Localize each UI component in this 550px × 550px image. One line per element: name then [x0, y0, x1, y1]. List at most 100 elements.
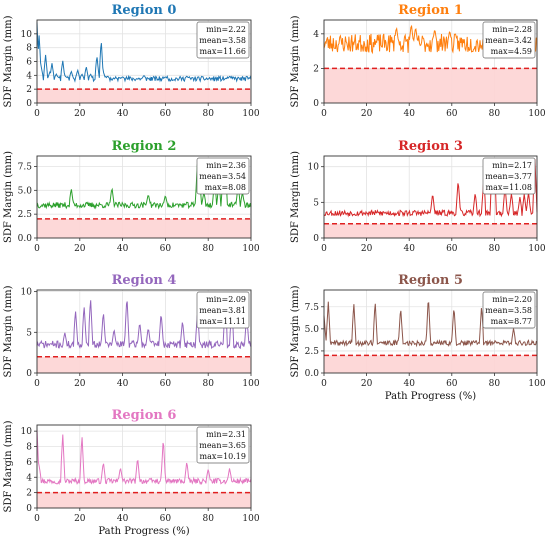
y-tick-label: 7.5: [18, 162, 33, 172]
x-tick-label: 80: [489, 244, 501, 254]
x-tick-label: 100: [242, 244, 259, 254]
stats-box: [482, 291, 536, 329]
x-tick-label: 0: [34, 109, 40, 119]
stats-max: max=11.66: [200, 47, 246, 56]
stats-min: min=2.36: [206, 161, 246, 170]
panel-4: Region 4 0 20 40 60 80 100 0 5 10 SDF Margin (mm) m…: [3, 273, 260, 389]
y-tick-label: 8: [26, 44, 32, 54]
stats-box: [482, 157, 536, 195]
x-axis-label: Path Progress (%): [98, 526, 189, 537]
stats-max: max=8.08: [205, 183, 246, 192]
y-axis-label: SDF Margin (mm): [290, 151, 301, 243]
x-tick-label: 0: [34, 244, 40, 254]
y-tick-label: 10: [308, 163, 320, 173]
y-tick-label: 5: [26, 328, 32, 338]
stats-min: min=2.17: [492, 161, 532, 170]
y-axis-label: SDF Margin (mm): [290, 15, 301, 107]
stats-box: [196, 426, 250, 464]
y-tick-label: 5.0: [305, 325, 320, 335]
x-tick-label: 20: [361, 244, 373, 254]
y-tick-label: 0: [26, 504, 32, 514]
x-tick-label: 80: [202, 244, 214, 254]
x-tick-label: 80: [489, 109, 501, 119]
x-tick-label: 40: [403, 244, 415, 254]
panel-3: Region 3 0 20 40 60 80 100 0 5 10 SDF Margin (mm) m…: [290, 139, 546, 254]
panel-title: Region 5: [398, 273, 463, 288]
series-line: [323, 301, 538, 348]
y-tick-label: 5: [313, 198, 319, 208]
y-tick-label: 10: [21, 427, 33, 437]
danger-zone: [324, 68, 537, 103]
panel-2: Region 2 0 20 40 60 80 100 0.0 2.5 5.0 7.5 SDF Marg…: [3, 139, 260, 254]
stats-mean: mean=3.81: [199, 306, 246, 315]
danger-zone: [324, 355, 537, 373]
axes-frame: [36, 155, 252, 239]
stats-mean: mean=3.65: [199, 441, 246, 450]
danger-zone: [37, 89, 251, 103]
x-tick-label: 60: [160, 109, 172, 119]
axes-frame: [323, 19, 538, 104]
stats-box: [482, 21, 536, 59]
x-tick-label: 100: [528, 379, 545, 389]
y-tick-label: 4: [313, 30, 319, 40]
x-tick-label: 20: [74, 109, 86, 119]
stats-min: min=2.20: [492, 295, 532, 304]
danger-zone: [37, 356, 251, 373]
y-tick-label: 0.0: [305, 369, 320, 379]
series-line: [323, 159, 538, 218]
axes-frame: [323, 155, 538, 239]
y-tick-label: 6: [26, 458, 32, 468]
stats-box: [196, 21, 250, 59]
y-tick-label: 0.0: [18, 234, 33, 244]
y-tick-label: 7.5: [305, 303, 320, 313]
x-tick-label: 0: [321, 244, 327, 254]
x-tick-label: 20: [74, 514, 86, 524]
y-axis-label: SDF Margin (mm): [3, 285, 14, 377]
axes-frame: [36, 424, 252, 509]
stats-min: min=2.22: [206, 25, 246, 34]
x-tick-label: 60: [160, 379, 172, 389]
y-tick-label: 10: [21, 288, 33, 298]
x-tick-label: 60: [160, 244, 172, 254]
x-tick-label: 20: [361, 109, 373, 119]
panel-5: Region 5 0 20 40 60 80 100 0.0 2.5 5.0 7.5 SDF Marg…: [290, 273, 546, 402]
y-axis-label: SDF Margin (mm): [3, 420, 14, 512]
x-tick-label: 20: [74, 379, 86, 389]
x-tick-label: 40: [403, 379, 415, 389]
x-tick-label: 40: [117, 244, 129, 254]
stats-max: max=11.11: [200, 317, 246, 326]
stats-mean: mean=3.58: [485, 306, 532, 315]
axes-frame: [323, 289, 538, 374]
panel-title: Region 6: [112, 408, 177, 423]
x-tick-label: 40: [117, 514, 129, 524]
panel-1: Region 1 0 20 40 60 80 100 0 2 4 SDF Margin (mm) mi…: [290, 3, 546, 119]
y-tick-label: 10: [21, 30, 33, 40]
x-tick-label: 100: [528, 109, 545, 119]
x-tick-label: 60: [160, 514, 172, 524]
y-tick-label: 4: [26, 71, 32, 81]
stats-min: min=2.31: [206, 430, 246, 439]
axes-frame: [36, 289, 252, 374]
y-tick-label: 2: [313, 64, 319, 74]
series-line: [36, 429, 252, 486]
x-tick-label: 40: [117, 379, 129, 389]
stats-box: [196, 157, 250, 195]
y-tick-label: 8: [26, 443, 32, 453]
y-tick-label: 2.5: [305, 347, 320, 357]
y-tick-label: 2: [26, 85, 32, 95]
y-tick-label: 2.5: [18, 210, 33, 220]
x-tick-label: 60: [446, 379, 458, 389]
stats-max: max=4.59: [491, 47, 532, 56]
series-line: [36, 22, 252, 83]
stats-max: max=8.77: [491, 317, 532, 326]
x-tick-label: 20: [74, 244, 86, 254]
x-tick-label: 0: [34, 514, 40, 524]
x-tick-label: 100: [528, 244, 545, 254]
series-line: [36, 300, 252, 350]
x-tick-label: 20: [361, 379, 373, 389]
y-axis-label: SDF Margin (mm): [3, 151, 14, 243]
y-tick-label: 6: [26, 58, 32, 68]
stats-max: max=11.08: [486, 183, 532, 192]
